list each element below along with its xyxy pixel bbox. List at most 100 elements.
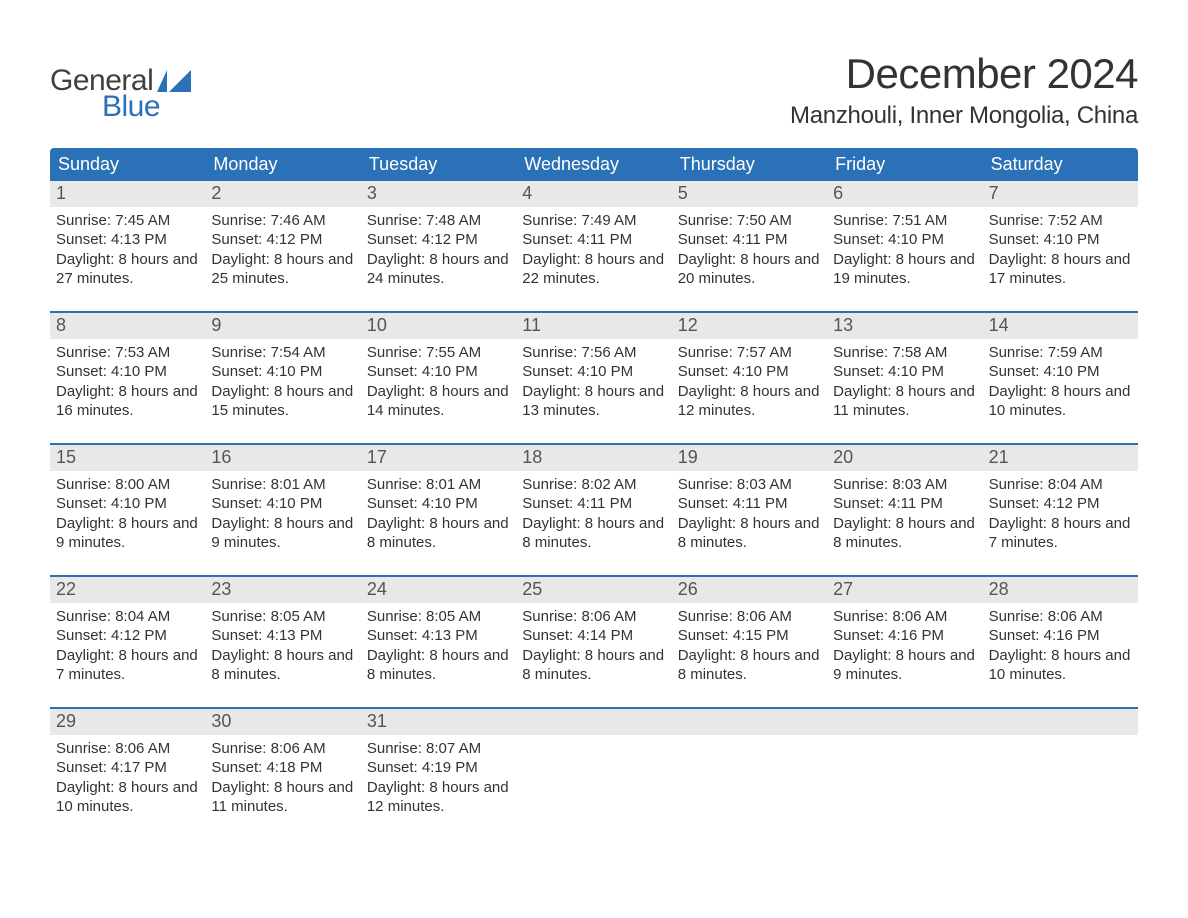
- sunset-line: Sunset: 4:10 PM: [989, 230, 1132, 250]
- sunrise-line: Sunrise: 8:00 AM: [56, 475, 199, 495]
- day-number: 27: [827, 577, 982, 603]
- daylight-line: Daylight: 8 hours and 8 minutes.: [211, 646, 354, 685]
- weekday-header: Monday: [205, 148, 360, 181]
- daylight-line: Daylight: 8 hours and 15 minutes.: [211, 382, 354, 421]
- daylight-line: Daylight: 8 hours and 8 minutes.: [678, 514, 821, 553]
- cell-body: Sunrise: 7:53 AMSunset: 4:10 PMDaylight:…: [50, 339, 205, 421]
- sunset-line: Sunset: 4:10 PM: [833, 230, 976, 250]
- calendar-cell: 9Sunrise: 7:54 AMSunset: 4:10 PMDaylight…: [205, 313, 360, 425]
- day-number: 29: [50, 709, 205, 735]
- sunrise-line: Sunrise: 8:05 AM: [367, 607, 510, 627]
- sunrise-line: Sunrise: 8:03 AM: [678, 475, 821, 495]
- calendar-cell: 10Sunrise: 7:55 AMSunset: 4:10 PMDayligh…: [361, 313, 516, 425]
- sunset-line: Sunset: 4:12 PM: [211, 230, 354, 250]
- calendar-cell: 17Sunrise: 8:01 AMSunset: 4:10 PMDayligh…: [361, 445, 516, 557]
- sunset-line: Sunset: 4:17 PM: [56, 758, 199, 778]
- calendar-cell: 14Sunrise: 7:59 AMSunset: 4:10 PMDayligh…: [983, 313, 1138, 425]
- calendar-cell: 11Sunrise: 7:56 AMSunset: 4:10 PMDayligh…: [516, 313, 671, 425]
- calendar-week: 15Sunrise: 8:00 AMSunset: 4:10 PMDayligh…: [50, 443, 1138, 557]
- calendar-cell: 2Sunrise: 7:46 AMSunset: 4:12 PMDaylight…: [205, 181, 360, 293]
- calendar-cell-empty: .: [672, 709, 827, 821]
- daylight-line: Daylight: 8 hours and 8 minutes.: [367, 646, 510, 685]
- sunrise-line: Sunrise: 8:06 AM: [56, 739, 199, 759]
- cell-body: Sunrise: 8:06 AMSunset: 4:14 PMDaylight:…: [516, 603, 671, 685]
- sunset-line: Sunset: 4:16 PM: [989, 626, 1132, 646]
- calendar-cell: 15Sunrise: 8:00 AMSunset: 4:10 PMDayligh…: [50, 445, 205, 557]
- logo-text-bottom: Blue: [102, 90, 191, 124]
- sunrise-line: Sunrise: 8:06 AM: [989, 607, 1132, 627]
- sunrise-line: Sunrise: 7:58 AM: [833, 343, 976, 363]
- cell-body: Sunrise: 7:50 AMSunset: 4:11 PMDaylight:…: [672, 207, 827, 289]
- sunset-line: Sunset: 4:11 PM: [833, 494, 976, 514]
- cell-body: Sunrise: 8:06 AMSunset: 4:17 PMDaylight:…: [50, 735, 205, 817]
- calendar-cell: 31Sunrise: 8:07 AMSunset: 4:19 PMDayligh…: [361, 709, 516, 821]
- calendar-cell-empty: .: [516, 709, 671, 821]
- weekday-header: Tuesday: [361, 148, 516, 181]
- day-number: 2: [205, 181, 360, 207]
- day-number: 15: [50, 445, 205, 471]
- cell-body: Sunrise: 7:45 AMSunset: 4:13 PMDaylight:…: [50, 207, 205, 289]
- sunrise-line: Sunrise: 7:45 AM: [56, 211, 199, 231]
- cell-body: Sunrise: 7:55 AMSunset: 4:10 PMDaylight:…: [361, 339, 516, 421]
- day-number: 13: [827, 313, 982, 339]
- calendar-cell: 30Sunrise: 8:06 AMSunset: 4:18 PMDayligh…: [205, 709, 360, 821]
- cell-body: Sunrise: 8:00 AMSunset: 4:10 PMDaylight:…: [50, 471, 205, 553]
- cell-body: Sunrise: 8:02 AMSunset: 4:11 PMDaylight:…: [516, 471, 671, 553]
- weekday-header: Thursday: [672, 148, 827, 181]
- header: General Blue December 2024 Manzhouli, In…: [50, 50, 1138, 130]
- sunset-line: Sunset: 4:10 PM: [56, 494, 199, 514]
- cell-body: Sunrise: 7:52 AMSunset: 4:10 PMDaylight:…: [983, 207, 1138, 289]
- daylight-line: Daylight: 8 hours and 8 minutes.: [678, 646, 821, 685]
- day-number: .: [516, 709, 671, 735]
- daylight-line: Daylight: 8 hours and 10 minutes.: [989, 646, 1132, 685]
- daylight-line: Daylight: 8 hours and 8 minutes.: [367, 514, 510, 553]
- sunrise-line: Sunrise: 8:06 AM: [833, 607, 976, 627]
- sunset-line: Sunset: 4:13 PM: [56, 230, 199, 250]
- sunrise-line: Sunrise: 7:59 AM: [989, 343, 1132, 363]
- day-number: 11: [516, 313, 671, 339]
- cell-body: Sunrise: 7:51 AMSunset: 4:10 PMDaylight:…: [827, 207, 982, 289]
- day-number: 18: [516, 445, 671, 471]
- logo: General Blue: [50, 64, 191, 124]
- cell-body: Sunrise: 7:59 AMSunset: 4:10 PMDaylight:…: [983, 339, 1138, 421]
- sunrise-line: Sunrise: 8:02 AM: [522, 475, 665, 495]
- sunset-line: Sunset: 4:11 PM: [678, 494, 821, 514]
- calendar-cell: 8Sunrise: 7:53 AMSunset: 4:10 PMDaylight…: [50, 313, 205, 425]
- sunrise-line: Sunrise: 7:48 AM: [367, 211, 510, 231]
- daylight-line: Daylight: 8 hours and 10 minutes.: [56, 778, 199, 817]
- day-number: 17: [361, 445, 516, 471]
- cell-body: Sunrise: 7:49 AMSunset: 4:11 PMDaylight:…: [516, 207, 671, 289]
- daylight-line: Daylight: 8 hours and 9 minutes.: [56, 514, 199, 553]
- cell-body: Sunrise: 7:56 AMSunset: 4:10 PMDaylight:…: [516, 339, 671, 421]
- daylight-line: Daylight: 8 hours and 7 minutes.: [56, 646, 199, 685]
- cell-body: Sunrise: 8:05 AMSunset: 4:13 PMDaylight:…: [361, 603, 516, 685]
- daylight-line: Daylight: 8 hours and 8 minutes.: [522, 646, 665, 685]
- sunset-line: Sunset: 4:10 PM: [833, 362, 976, 382]
- sunrise-line: Sunrise: 7:49 AM: [522, 211, 665, 231]
- daylight-line: Daylight: 8 hours and 25 minutes.: [211, 250, 354, 289]
- calendar-cell: 4Sunrise: 7:49 AMSunset: 4:11 PMDaylight…: [516, 181, 671, 293]
- daylight-line: Daylight: 8 hours and 11 minutes.: [833, 382, 976, 421]
- calendar-cell: 20Sunrise: 8:03 AMSunset: 4:11 PMDayligh…: [827, 445, 982, 557]
- calendar-cell: 26Sunrise: 8:06 AMSunset: 4:15 PMDayligh…: [672, 577, 827, 689]
- page: General Blue December 2024 Manzhouli, In…: [0, 0, 1188, 918]
- calendar-cell: 24Sunrise: 8:05 AMSunset: 4:13 PMDayligh…: [361, 577, 516, 689]
- calendar-cell: 16Sunrise: 8:01 AMSunset: 4:10 PMDayligh…: [205, 445, 360, 557]
- daylight-line: Daylight: 8 hours and 9 minutes.: [211, 514, 354, 553]
- calendar-cell: 7Sunrise: 7:52 AMSunset: 4:10 PMDaylight…: [983, 181, 1138, 293]
- weekday-header-row: SundayMondayTuesdayWednesdayThursdayFrid…: [50, 148, 1138, 181]
- day-number: 7: [983, 181, 1138, 207]
- calendar-cell: 18Sunrise: 8:02 AMSunset: 4:11 PMDayligh…: [516, 445, 671, 557]
- sunset-line: Sunset: 4:12 PM: [989, 494, 1132, 514]
- day-number: 12: [672, 313, 827, 339]
- location: Manzhouli, Inner Mongolia, China: [790, 102, 1138, 130]
- weekday-header: Wednesday: [516, 148, 671, 181]
- cell-body: Sunrise: 8:03 AMSunset: 4:11 PMDaylight:…: [672, 471, 827, 553]
- daylight-line: Daylight: 8 hours and 12 minutes.: [367, 778, 510, 817]
- cell-body: Sunrise: 8:01 AMSunset: 4:10 PMDaylight:…: [361, 471, 516, 553]
- calendar-week: 1Sunrise: 7:45 AMSunset: 4:13 PMDaylight…: [50, 181, 1138, 293]
- calendar: SundayMondayTuesdayWednesdayThursdayFrid…: [50, 148, 1138, 821]
- sunrise-line: Sunrise: 8:01 AM: [211, 475, 354, 495]
- day-number: 25: [516, 577, 671, 603]
- sunset-line: Sunset: 4:11 PM: [522, 230, 665, 250]
